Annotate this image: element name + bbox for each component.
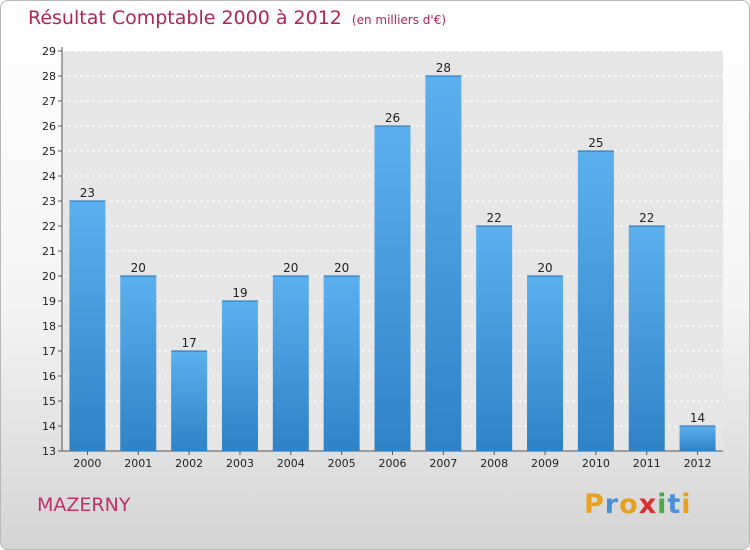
x-tick-label: 2002 — [175, 457, 203, 470]
x-tick-label: 2010 — [582, 457, 610, 470]
y-tick-label: 22 — [42, 220, 56, 233]
chart-title: Résultat Comptable 2000 à 2012 (en millie… — [28, 7, 446, 29]
bar-value-label: 23 — [80, 186, 95, 200]
logo-letter: r — [604, 489, 620, 520]
bar — [425, 76, 462, 451]
bar-value-label: 26 — [385, 111, 400, 125]
bar-value-label: 20 — [131, 261, 146, 275]
y-tick-label: 15 — [42, 395, 56, 408]
bar-value-label: 25 — [588, 136, 603, 150]
x-tick-label: 2000 — [73, 457, 101, 470]
logo-letter: o — [619, 489, 639, 520]
y-tick-label: 26 — [42, 120, 56, 133]
y-tick-label: 20 — [42, 270, 56, 283]
y-tick-label: 25 — [42, 145, 56, 158]
y-tick-label: 19 — [42, 295, 56, 308]
bar — [374, 126, 411, 451]
bar — [476, 226, 513, 451]
y-tick-label: 21 — [42, 245, 56, 258]
bar-value-label: 20 — [334, 261, 349, 275]
logo-letter: i — [657, 489, 668, 520]
y-tick-label: 13 — [42, 445, 56, 458]
logo-letter: i — [681, 489, 692, 520]
logo-letter: x — [638, 489, 658, 520]
y-tick-label: 28 — [42, 70, 56, 83]
bar-value-label: 14 — [690, 411, 705, 425]
commune-name: MAZERNY — [37, 494, 131, 516]
x-tick-label: 2012 — [684, 457, 712, 470]
bar-value-label: 20 — [537, 261, 552, 275]
y-tick-label: 17 — [42, 345, 56, 358]
x-tick-label: 2011 — [633, 457, 661, 470]
y-tick-label: 14 — [42, 420, 56, 433]
x-tick-label: 2009 — [531, 457, 559, 470]
x-tick-label: 2004 — [277, 457, 305, 470]
bar — [171, 351, 208, 451]
bar-value-label: 28 — [436, 61, 451, 75]
y-tick-label: 24 — [42, 170, 56, 183]
bar-value-label: 17 — [181, 336, 196, 350]
x-tick-label: 2003 — [226, 457, 254, 470]
x-tick-label: 2006 — [379, 457, 407, 470]
y-tick-label: 16 — [42, 370, 56, 383]
bar-value-label: 20 — [283, 261, 298, 275]
bar — [120, 276, 157, 451]
bar — [272, 276, 309, 451]
bar-value-label: 22 — [639, 211, 654, 225]
x-tick-label: 2008 — [480, 457, 508, 470]
title-text: Résultat Comptable 2000 à 2012 — [28, 7, 342, 29]
x-tick-label: 2007 — [429, 457, 457, 470]
y-tick-label: 23 — [42, 195, 56, 208]
y-tick-label: 27 — [42, 95, 56, 108]
logo-letter: t — [667, 489, 682, 520]
bar — [577, 151, 614, 451]
y-tick-label: 18 — [42, 320, 56, 333]
x-tick-label: 2005 — [328, 457, 356, 470]
bar-value-label: 22 — [487, 211, 502, 225]
bar — [323, 276, 360, 451]
bar — [527, 276, 564, 451]
x-tick-label: 2001 — [124, 457, 152, 470]
proxiti-logo: Proxiti — [584, 489, 692, 520]
bar — [221, 301, 258, 451]
bar-value-label: 19 — [232, 286, 247, 300]
bar — [69, 201, 106, 451]
y-tick-label: 29 — [42, 45, 56, 58]
bar — [628, 226, 665, 451]
bar — [679, 426, 716, 451]
unit-label: (en milliers d'€) — [351, 13, 447, 27]
logo-letter: P — [584, 489, 605, 520]
